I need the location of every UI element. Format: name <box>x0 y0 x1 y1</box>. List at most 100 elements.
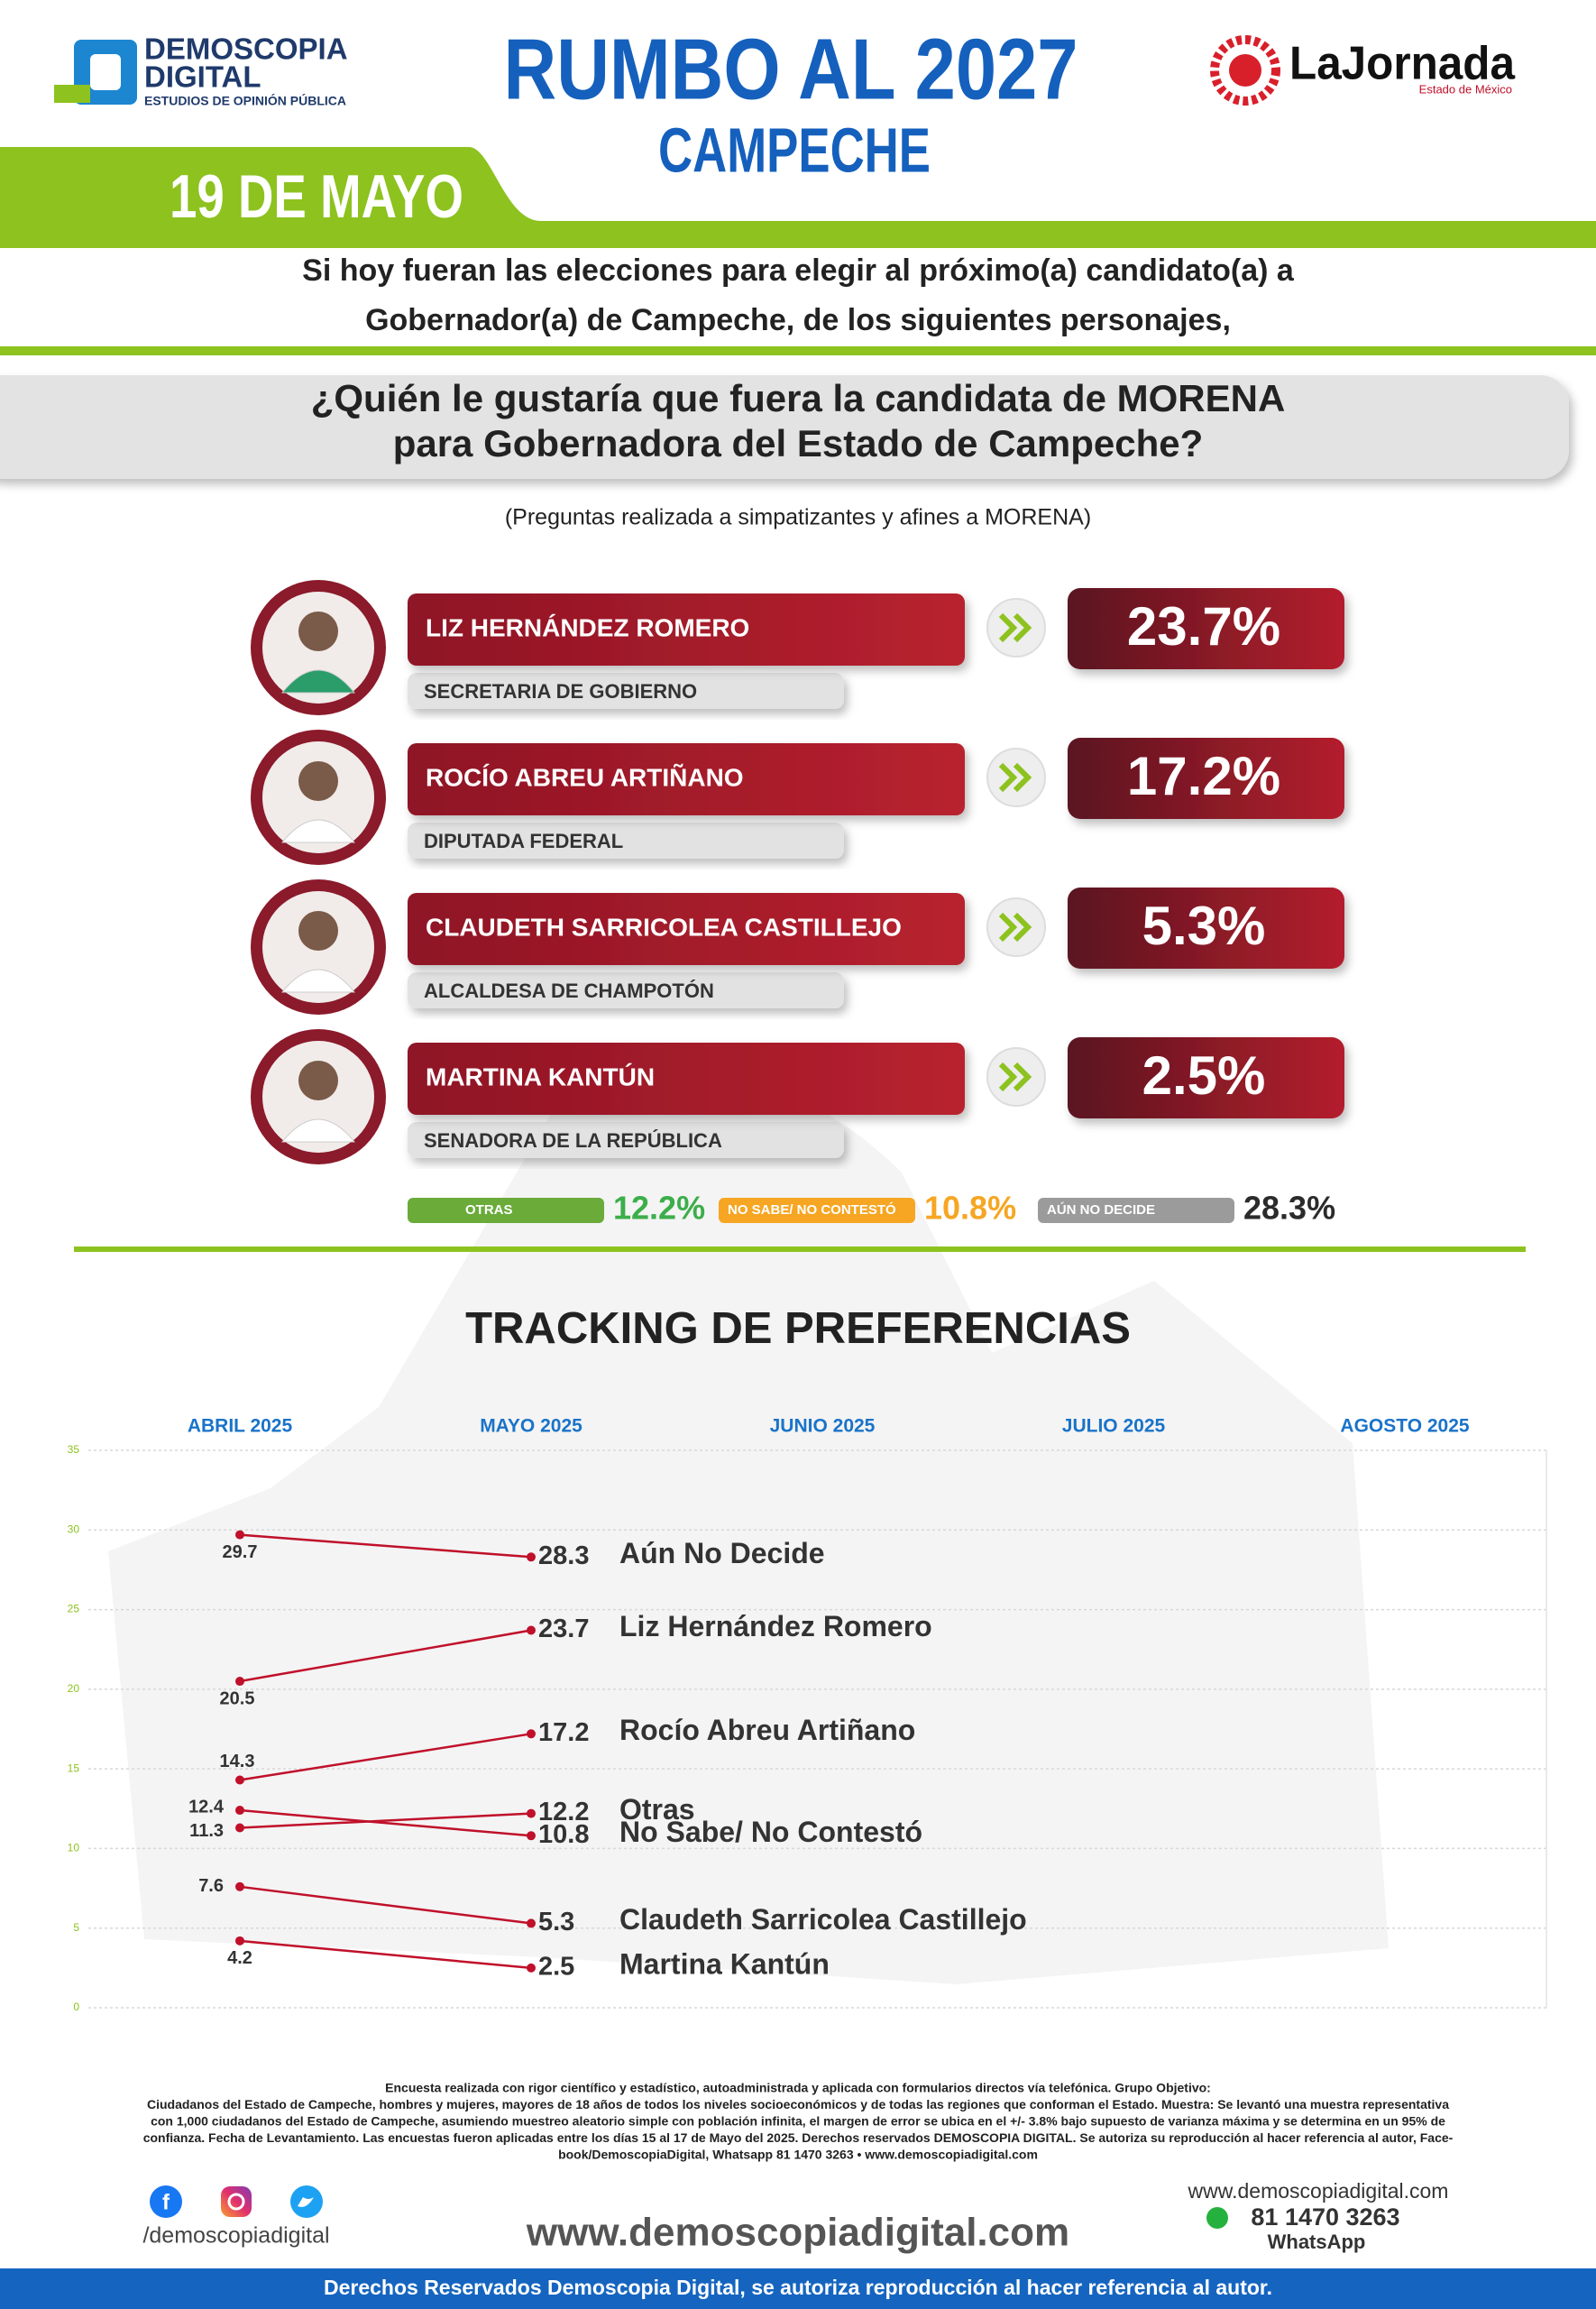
data-label: 28.3 <box>538 1541 589 1570</box>
data-label: 12.4 <box>188 1797 225 1817</box>
x-tick-label: ABRIL 2025 <box>188 1416 293 1437</box>
website-big[interactable]: www.demoscopiadigital.com <box>526 2211 1069 2255</box>
role-bar <box>408 972 844 1008</box>
partner-emblem <box>1210 35 1280 106</box>
other-result: 12.2% <box>613 1190 705 1227</box>
footer-text: Encuesta realizada con rigor científico … <box>385 2081 1211 2095</box>
series-name: Martina Kantún <box>619 1947 830 1980</box>
candidate-name: CLAUDETH SARRICOLEA CASTILLEJO <box>426 913 902 941</box>
point <box>527 1552 536 1562</box>
y-tick-label: 10 <box>68 1842 80 1854</box>
candidate-role: DIPUTADA FEDERAL <box>424 830 623 852</box>
rights: Derechos Reservados Demoscopia Digital, … <box>324 2276 1272 2299</box>
y-tick-label: 35 <box>68 1443 80 1456</box>
role-bar <box>408 1122 844 1158</box>
other-result: 28.3% <box>1243 1190 1335 1227</box>
divider <box>74 1246 1526 1252</box>
point <box>235 1823 244 1833</box>
series-line <box>239 1733 532 1781</box>
data-label: 12.2 <box>538 1798 589 1826</box>
series-name: No Sabe/ No Contestó <box>619 1816 922 1848</box>
background-map <box>108 1071 1389 1984</box>
y-tick-label: 20 <box>68 1682 80 1695</box>
brand-logo: DEMOSCOPIA DIGITAL ESTUDIOS DE OPINIÓN P… <box>54 32 348 108</box>
phone: 81 1470 3263 <box>1251 2203 1399 2231</box>
partner-name: LaJornada <box>1289 38 1516 90</box>
y-tick-label: 15 <box>68 1762 80 1774</box>
instagram-glyph <box>227 2193 245 2211</box>
chart-title: TRACKING DE PREFERENCIAS <box>465 1304 1131 1353</box>
point <box>235 1936 244 1946</box>
main-title: RUMBO AL 2027 <box>504 21 1078 117</box>
question-panel <box>0 375 1569 479</box>
role-bar <box>408 673 844 709</box>
series-name: Rocío Abreu Artiñano <box>619 1714 915 1746</box>
other-label: AÚN NO DECIDE <box>1047 1201 1155 1218</box>
whatsapp-icon[interactable] <box>1206 2207 1228 2229</box>
data-label: 4.2 <box>227 1948 252 1968</box>
x-tick-label: JULIO 2025 <box>1062 1416 1166 1437</box>
candidate-name: LIZ HERNÁNDEZ ROMERO <box>426 613 749 641</box>
candidate-result: 17.2% <box>1127 746 1280 806</box>
intro-line: Gobernador(a) de Campeche, de los siguie… <box>365 303 1231 337</box>
brand-subtitle: ESTUDIOS DE OPINIÓN PÚBLICA <box>144 93 346 108</box>
divider <box>0 346 1596 355</box>
candidate-result: 2.5% <box>1142 1045 1266 1106</box>
point <box>527 1729 536 1739</box>
whatsapp-label: WhatsApp <box>1268 2231 1366 2253</box>
note: (Preguntas realizada a simpatizantes y a… <box>505 505 1091 530</box>
candidate-name: ROCÍO ABREU ARTIÑANO <box>426 763 744 791</box>
date-band <box>0 147 1596 248</box>
photo-body <box>280 669 356 694</box>
point <box>527 1963 536 1973</box>
series-line <box>239 1812 532 1829</box>
brand-name: DEMOSCOPIA <box>144 32 348 66</box>
partner-emblem <box>1229 54 1261 87</box>
series-name: Claudeth Sarricolea Castillejo <box>619 1903 1027 1936</box>
point <box>235 1881 244 1891</box>
question-line: ¿Quién le gustaría que fuera la candidat… <box>311 377 1286 419</box>
data-label: 14.3 <box>220 1752 255 1771</box>
footer-text: book/DemoscopiaDigital, Whatsapp 81 1470… <box>558 2148 1038 2162</box>
data-label: 20.5 <box>220 1688 255 1708</box>
other-bar <box>1038 1198 1234 1223</box>
facebook-glyph: f <box>162 2190 170 2214</box>
footer-text: confianza. Fecha de Levantamiento. Las e… <box>143 2130 1454 2145</box>
social-handle: /demoscopiadigital <box>142 2223 329 2249</box>
series-line <box>239 1885 532 1925</box>
y-tick-label: 0 <box>73 2001 79 2013</box>
logo-shape <box>90 54 121 90</box>
series-line <box>239 1533 532 1559</box>
data-label: 29.7 <box>223 1542 258 1562</box>
photo-body <box>280 969 356 993</box>
data-label: 11.3 <box>189 1821 224 1841</box>
candidate-role: SENADORA DE LA REPÚBLICA <box>424 1129 722 1152</box>
website[interactable]: www.demoscopiadigital.com <box>1188 2179 1449 2203</box>
point <box>235 1677 244 1687</box>
logo-shape <box>54 85 90 103</box>
other-bar <box>408 1198 604 1223</box>
data-label: 7.6 <box>198 1876 224 1896</box>
result-box <box>1068 888 1344 969</box>
date: 19 DE MAYO <box>170 162 463 231</box>
point <box>235 1530 244 1540</box>
x-tick-label: AGOSTO 2025 <box>1340 1416 1469 1437</box>
photo-head <box>298 1061 338 1100</box>
other-result: 10.8% <box>924 1190 1016 1227</box>
data-label: 2.5 <box>538 1953 574 1982</box>
series-line <box>239 1939 532 1970</box>
data-label: 5.3 <box>538 1908 574 1936</box>
result-box <box>1068 588 1344 669</box>
facebook-icon[interactable] <box>150 2185 182 2218</box>
other-label: NO SABE/ NO CONTESTÓ <box>728 1201 896 1218</box>
intro-line: Si hoy fueran las elecciones para elegir… <box>302 253 1295 288</box>
series-name: Liz Hernández Romero <box>619 1610 932 1642</box>
arrow-glyph <box>998 612 1032 643</box>
photo-body <box>280 1118 356 1143</box>
data-label: 10.8 <box>538 1820 589 1849</box>
instagram-icon[interactable] <box>221 2186 252 2217</box>
name-bar <box>408 743 965 815</box>
role-bar <box>408 823 844 859</box>
photo-body <box>280 819 356 843</box>
